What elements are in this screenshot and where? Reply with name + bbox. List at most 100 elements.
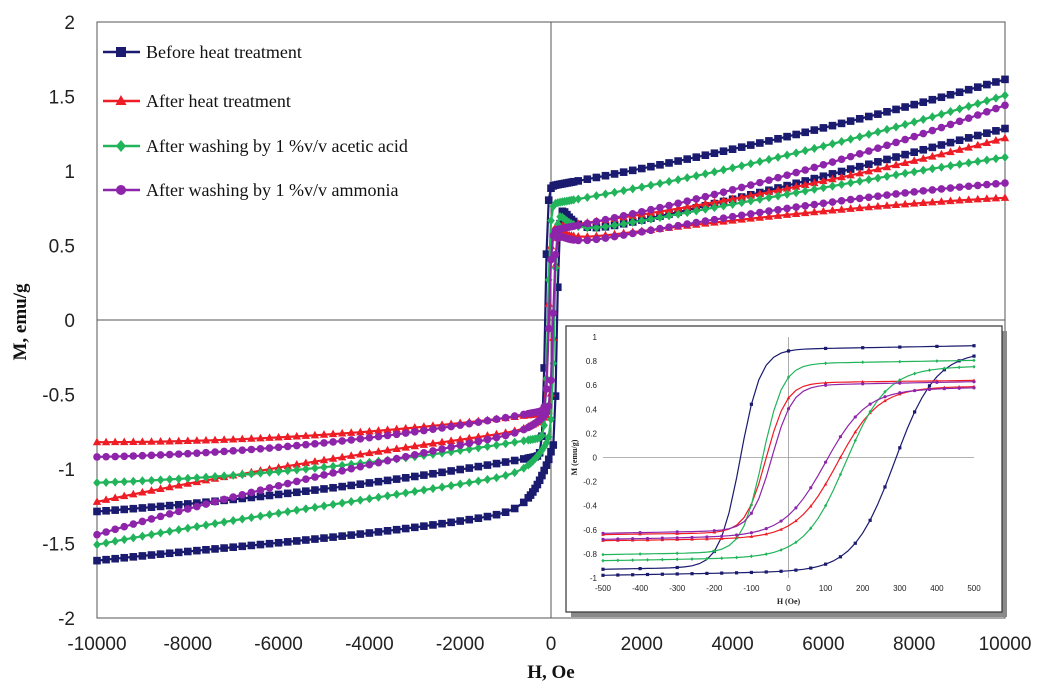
inset-x-tick-label: 500 — [967, 584, 981, 593]
y-tick-label: -1 — [58, 460, 75, 481]
data-point — [338, 498, 346, 508]
data-point — [628, 209, 637, 218]
data-point — [374, 458, 383, 467]
data-point — [238, 446, 247, 454]
x-tick-label: -2000 — [436, 634, 485, 655]
data-point — [111, 525, 119, 534]
inset-data-point — [601, 552, 605, 557]
inset-data-point — [720, 571, 724, 575]
data-point — [483, 416, 492, 425]
data-point — [955, 88, 964, 97]
data-point — [229, 493, 237, 501]
data-point — [383, 527, 392, 535]
data-point — [828, 205, 837, 214]
inset-data-point — [824, 383, 828, 387]
data-point — [783, 171, 791, 179]
data-point — [220, 495, 228, 504]
inset-data-point — [824, 346, 828, 351]
data-point — [765, 207, 773, 215]
inset-data-point — [794, 568, 798, 572]
inset-data-point — [823, 482, 828, 486]
data-point — [551, 392, 560, 400]
data-point — [946, 138, 955, 147]
data-point — [265, 510, 274, 520]
data-point — [111, 452, 119, 461]
data-point — [819, 206, 828, 215]
data-point — [601, 234, 610, 242]
data-point — [465, 464, 474, 472]
data-point — [474, 437, 483, 446]
data-point — [883, 141, 891, 150]
data-point — [347, 481, 356, 490]
data-point — [329, 483, 337, 492]
data-point — [156, 512, 165, 521]
data-point — [283, 466, 292, 476]
data-point — [129, 533, 138, 543]
data-point — [592, 191, 601, 201]
data-point — [719, 147, 728, 156]
data-point — [92, 437, 102, 446]
data-point — [901, 103, 909, 111]
data-point — [256, 540, 265, 549]
data-point — [937, 109, 946, 119]
data-point — [628, 217, 637, 227]
data-point — [955, 183, 964, 191]
data-point — [492, 415, 501, 424]
inset-data-point — [868, 518, 872, 522]
main-axes: -10000 -8000 -6000 -4000 -2000 0 2000 4000 6000 8… — [42, 13, 1031, 655]
data-point — [483, 441, 492, 452]
data-point — [401, 474, 410, 482]
data-point — [919, 129, 928, 138]
data-point — [184, 547, 192, 556]
data-point — [792, 168, 800, 177]
data-point — [549, 441, 558, 449]
data-point — [283, 432, 292, 440]
data-point — [801, 201, 810, 210]
data-point — [238, 434, 247, 443]
inset-data-point — [749, 531, 754, 535]
data-point — [874, 192, 882, 200]
data-point — [247, 493, 256, 502]
data-point — [519, 498, 528, 507]
inset-data-point — [749, 511, 754, 515]
data-point — [765, 154, 773, 165]
data-point — [892, 122, 900, 132]
data-point — [574, 221, 583, 230]
data-point — [946, 90, 955, 99]
data-point — [764, 212, 774, 220]
data-point — [955, 145, 964, 153]
data-point — [810, 207, 819, 216]
legend-marker — [115, 95, 127, 105]
inset-data-point — [749, 570, 753, 575]
data-point — [801, 146, 810, 156]
data-point — [347, 464, 356, 473]
data-point — [111, 536, 119, 546]
inset-data-point — [779, 548, 783, 552]
data-point — [855, 194, 864, 203]
data-point — [683, 173, 691, 183]
data-point — [647, 180, 655, 190]
data-point — [846, 170, 855, 179]
data-point — [538, 471, 546, 480]
data-point — [819, 160, 828, 169]
data-point — [973, 140, 982, 149]
data-point — [184, 505, 192, 513]
data-point — [365, 460, 374, 469]
data-point — [110, 437, 120, 446]
data-point — [219, 435, 229, 443]
data-point — [220, 471, 228, 481]
data-point — [174, 507, 183, 516]
data-point — [964, 158, 973, 168]
data-point — [782, 210, 792, 218]
data-point — [919, 198, 928, 206]
data-point — [855, 168, 864, 177]
data-point — [1000, 133, 1010, 142]
data-point — [265, 539, 274, 548]
data-point — [474, 443, 483, 453]
inset-y-tick-label: 0.2 — [586, 429, 598, 438]
inset-data-point — [601, 573, 605, 577]
data-point — [765, 193, 773, 203]
data-point — [365, 448, 374, 457]
data-point — [964, 195, 973, 203]
data-point — [692, 218, 701, 227]
